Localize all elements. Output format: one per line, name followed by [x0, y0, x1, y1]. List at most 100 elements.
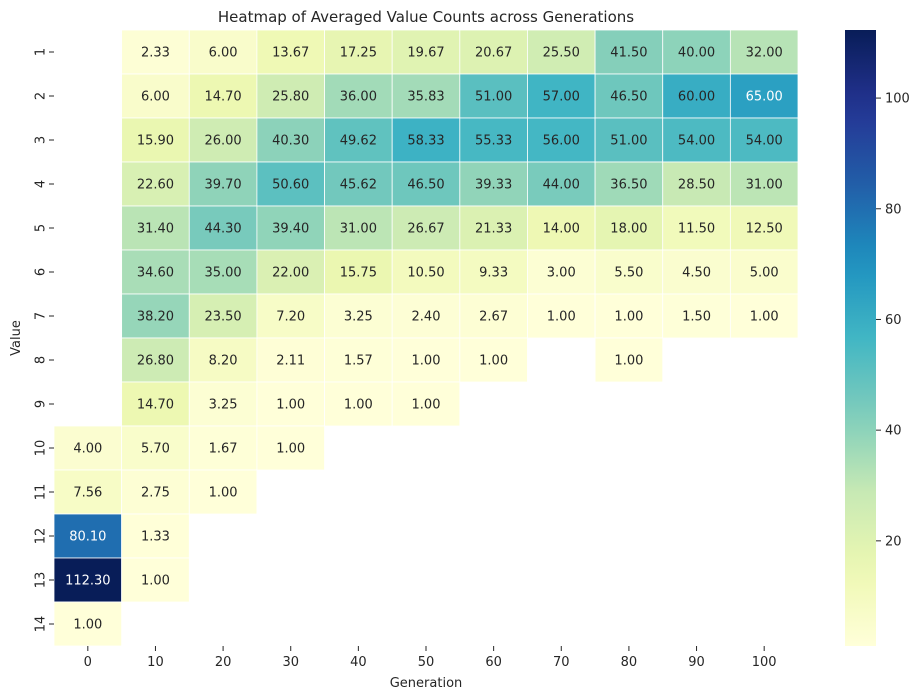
- y-tick-label: 11: [34, 484, 49, 501]
- cell-value-label: 1.00: [750, 310, 779, 325]
- cell-value-label: 4.00: [73, 442, 102, 457]
- x-tick-label: 20: [215, 655, 232, 670]
- cell-value-label: 32.00: [746, 46, 783, 61]
- cell-value-label: 2.11: [276, 354, 305, 369]
- heatmap-cell: [324, 293, 393, 339]
- cell-value-label: 7.56: [73, 486, 102, 501]
- colorbar: [845, 30, 876, 646]
- cell-value-label: 2.75: [141, 486, 170, 501]
- colorbar-ticks: 20 40 60 80 100: [876, 92, 910, 549]
- x-axis-ticks: 0 10 20 30 40 50 60 70 80 90 100: [84, 646, 777, 670]
- cell-value-label: 35.83: [407, 90, 444, 105]
- y-tick-label: 5: [34, 224, 49, 232]
- x-tick-label: 50: [418, 655, 435, 670]
- heatmap-cell: [188, 29, 258, 75]
- cell-value-label: 54.00: [678, 134, 715, 149]
- y-tick-label: 9: [34, 400, 49, 408]
- heatmap-cell: [256, 249, 325, 295]
- heatmap-cell: [188, 117, 258, 163]
- cell-value-label: 55.33: [475, 134, 512, 149]
- cell-value-label: 28.50: [678, 178, 715, 193]
- heatmap-cell: [729, 73, 799, 119]
- y-tick-label: 2: [34, 92, 49, 100]
- cell-value-label: 13.67: [272, 46, 309, 61]
- x-tick-label: 80: [621, 655, 638, 670]
- cell-value-label: 2.40: [412, 310, 441, 325]
- cell-value-label: 39.70: [204, 178, 241, 193]
- y-tick-label: 6: [34, 268, 49, 276]
- heatmap-cell: [459, 249, 528, 295]
- cell-value-label: 40.30: [272, 134, 309, 149]
- heatmap-cell: [459, 337, 528, 383]
- heatmap-cell: [391, 337, 461, 383]
- cell-value-label: 57.00: [543, 90, 580, 105]
- cell-value-label: 1.00: [479, 354, 508, 369]
- cell-value-label: 12.50: [746, 222, 783, 237]
- heatmap-cell: [121, 161, 190, 207]
- cell-value-label: 31.00: [340, 222, 377, 237]
- cell-value-label: 6.00: [209, 46, 238, 61]
- cell-value-label: 3.00: [547, 266, 576, 281]
- heatmap-cell: [662, 161, 731, 207]
- cell-value-label: 22.00: [272, 266, 309, 281]
- cell-value-label: 34.60: [137, 266, 174, 281]
- cell-value-label: 41.50: [610, 46, 647, 61]
- cell-value-label: 14.70: [204, 90, 241, 105]
- cell-value-label: 4.50: [682, 266, 711, 281]
- heatmap-cell: [121, 425, 190, 471]
- cell-value-label: 31.40: [137, 222, 174, 237]
- cell-value-label: 1.33: [141, 530, 170, 545]
- heatmap-cell: [662, 249, 731, 295]
- heatmap-cell: [729, 205, 799, 251]
- cell-value-label: 39.40: [272, 222, 309, 237]
- y-tick-label: 13: [34, 572, 49, 589]
- cell-value-label: 1.00: [141, 574, 170, 589]
- heatmap-cell: [391, 117, 461, 163]
- heatmap-cell: [53, 601, 123, 647]
- heatmap-cell: [121, 117, 190, 163]
- heatmap-cell: [527, 161, 596, 207]
- cell-value-label: 50.60: [272, 178, 309, 193]
- cell-value-label: 58.33: [407, 134, 444, 149]
- cell-value-label: 26.00: [204, 134, 241, 149]
- cell-value-label: 2.67: [479, 310, 508, 325]
- cell-value-label: 1.00: [547, 310, 576, 325]
- x-axis-label: Generation: [390, 676, 463, 691]
- heatmap-cell: [594, 293, 664, 339]
- y-tick-label: 12: [34, 528, 49, 545]
- heatmap-cell: [729, 117, 799, 163]
- cell-value-label: 51.00: [610, 134, 647, 149]
- heatmap-cell: [729, 293, 799, 339]
- heatmap-cell: [527, 117, 596, 163]
- cell-value-label: 15.75: [340, 266, 377, 281]
- cell-value-label: 25.50: [543, 46, 580, 61]
- cell-value-label: 17.25: [340, 46, 377, 61]
- heatmap-cell: [256, 117, 325, 163]
- cell-value-label: 10.50: [407, 266, 444, 281]
- heatmap-cell: [324, 337, 393, 383]
- cell-value-label: 1.00: [614, 310, 643, 325]
- cell-value-label: 14.00: [543, 222, 580, 237]
- cell-value-label: 7.20: [276, 310, 305, 325]
- cell-value-label: 36.00: [340, 90, 377, 105]
- cell-value-label: 1.50: [682, 310, 711, 325]
- cell-value-label: 44.00: [543, 178, 580, 193]
- heatmap-cell: [324, 381, 393, 427]
- cell-value-label: 3.25: [344, 310, 373, 325]
- cell-value-label: 80.10: [69, 530, 106, 545]
- cell-value-label: 1.00: [614, 354, 643, 369]
- x-tick-label: 10: [147, 655, 164, 670]
- heatmap-cell: [121, 469, 190, 515]
- cell-value-label: 22.60: [137, 178, 174, 193]
- cell-value-label: 5.70: [141, 442, 170, 457]
- heatmap-cell: [391, 381, 461, 427]
- heatmap-cell: [662, 117, 731, 163]
- heatmap-cell: [662, 205, 731, 251]
- y-tick-label: 8: [34, 356, 49, 364]
- cell-value-label: 54.00: [746, 134, 783, 149]
- colorbar-tick-label: 80: [885, 202, 902, 217]
- cell-value-label: 1.00: [344, 398, 373, 413]
- heatmap-cell: [662, 73, 731, 119]
- y-tick-label: 4: [34, 180, 49, 188]
